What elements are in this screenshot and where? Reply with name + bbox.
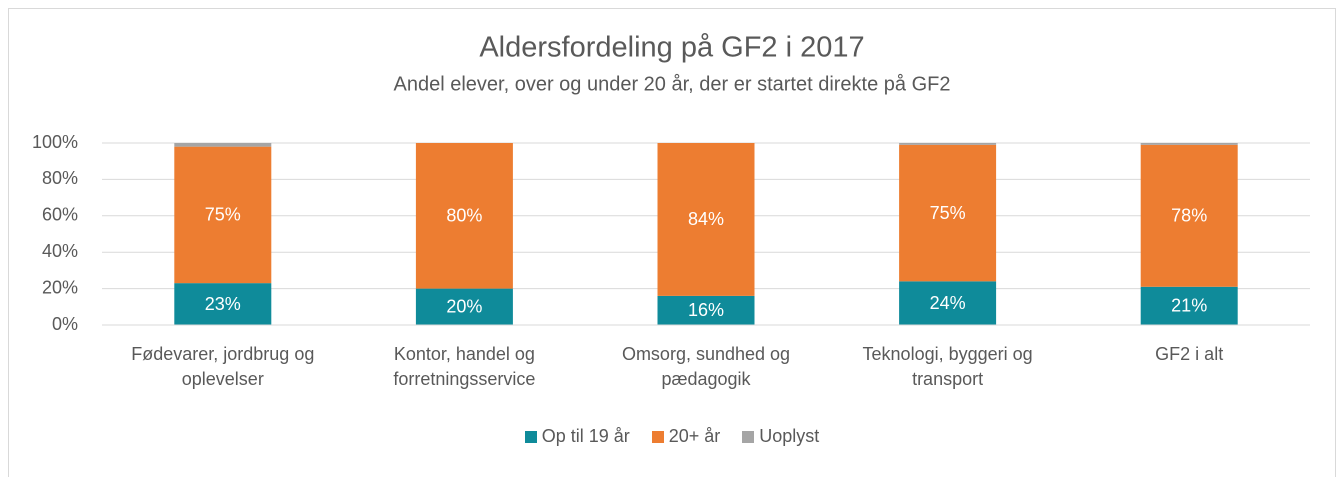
bar-segment [657, 295, 755, 325]
bar-segment [415, 143, 513, 289]
bar-segment [899, 143, 997, 145]
chart-frame [8, 8, 1336, 477]
data-label: 75% [205, 205, 241, 225]
y-tick-label: 20% [42, 277, 78, 297]
bar-segment [174, 143, 272, 147]
legend-item: Op til 19 år [524, 426, 630, 447]
bar-segment [174, 146, 272, 284]
legend-item: 20+ år [651, 426, 721, 447]
data-label: 80% [446, 206, 482, 226]
x-tick-label: Kontor, handel og forretningsservice [393, 344, 536, 389]
bar-segment [1140, 144, 1238, 287]
data-label: 78% [1171, 206, 1207, 226]
y-tick-label: 0% [52, 314, 78, 334]
x-tick-label: Teknologi, byggeri og transport [862, 344, 1033, 389]
chart-subtitle: Andel elever, over og under 20 år, der e… [394, 73, 951, 95]
data-label: 84% [688, 209, 724, 229]
data-label: 20% [446, 297, 482, 317]
data-label: 24% [930, 293, 966, 313]
y-tick-label: 80% [42, 168, 78, 188]
x-tick-label: Fødevarer, jordbrug og oplevelser [131, 344, 315, 389]
bar-segment [657, 143, 755, 296]
bar-segment [1140, 286, 1238, 325]
bar-segment [899, 144, 997, 282]
bar-segment [1140, 143, 1238, 145]
chart-title: Aldersfordeling på GF2 i 2017 [479, 32, 864, 64]
legend: Op til 19 år 20+ år Uoplyst [0, 426, 1344, 447]
data-label: 75% [930, 203, 966, 223]
x-tick-label: Omsorg, sundhed og pædagogik [621, 344, 791, 389]
x-tick-label: GF2 i alt [1155, 344, 1224, 364]
y-tick-label: 100% [32, 132, 78, 152]
data-label: 16% [688, 300, 724, 320]
legend-label: Op til 19 år [541, 426, 630, 446]
legend-swatch [651, 430, 664, 443]
data-label: 23% [205, 294, 241, 314]
legend-swatch [742, 430, 755, 443]
legend-swatch [524, 430, 537, 443]
y-tick-label: 60% [42, 205, 78, 225]
data-label: 21% [1171, 296, 1207, 316]
legend-label: Uoplyst [759, 426, 820, 446]
bar-segment [899, 281, 997, 325]
legend-item: Uoplyst [742, 426, 819, 447]
y-tick-label: 40% [42, 241, 78, 261]
bar-segment [415, 288, 513, 325]
legend-label: 20+ år [668, 426, 721, 446]
bar-segment [174, 283, 272, 325]
